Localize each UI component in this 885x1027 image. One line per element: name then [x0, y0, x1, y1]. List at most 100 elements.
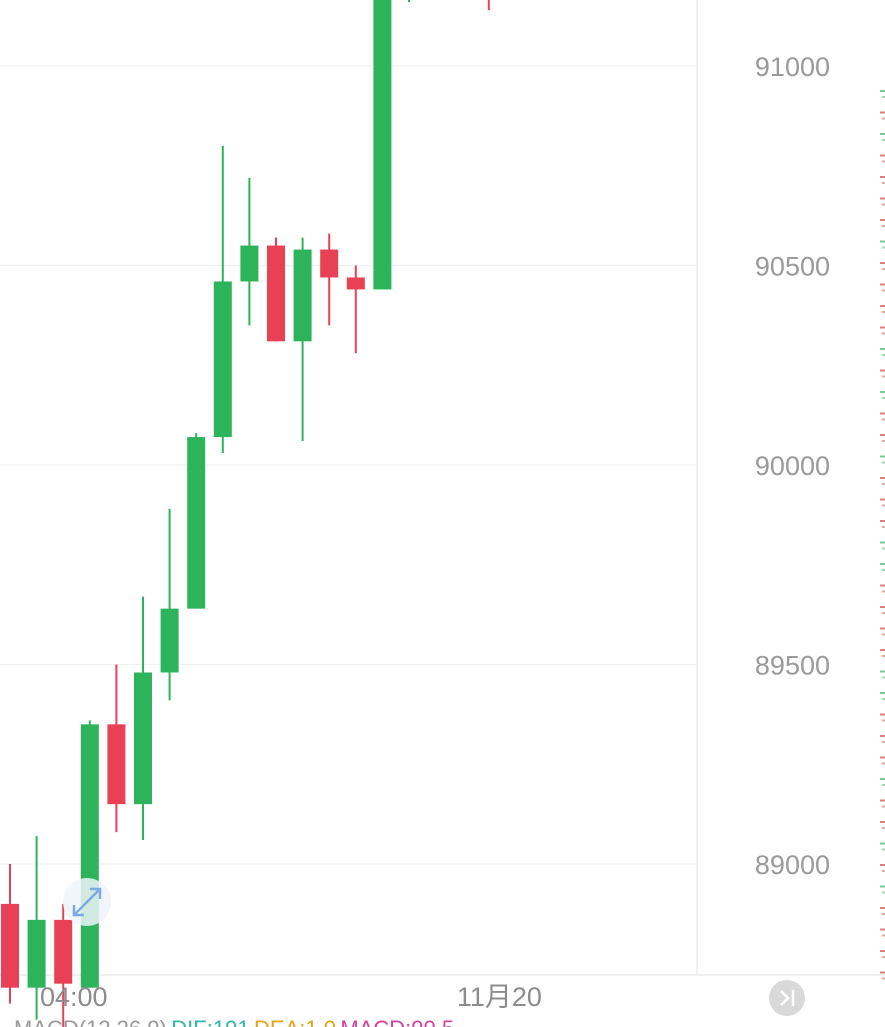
candle-body: [187, 437, 206, 609]
indicator-dea: DEA:1.0: [254, 1016, 336, 1027]
depth-mark: [882, 526, 885, 528]
depth-mark: [880, 219, 885, 221]
depth-mark: [880, 563, 885, 565]
depth-mark: [880, 434, 885, 436]
depth-mark: [882, 719, 885, 722]
indicator-name: MACD(12,26,9): [14, 1016, 167, 1027]
depth-mark: [882, 698, 885, 700]
depth-mark: [882, 934, 885, 937]
depth-mark: [880, 670, 885, 673]
indicator-dif: DIF:191: [171, 1016, 249, 1027]
depth-mark: [880, 735, 885, 737]
depth-mark: [880, 821, 885, 823]
depth-mark: [882, 375, 885, 378]
candle-body: [80, 724, 99, 988]
candle: [107, 664, 126, 833]
depth-mark: [880, 649, 885, 651]
depth-mark: [882, 203, 885, 206]
depth-mark: [880, 606, 885, 608]
min-price-label: 88564.4: [103, 1024, 201, 1027]
candle-body: [346, 277, 365, 290]
depth-mark: [880, 885, 885, 888]
depth-mark: [882, 225, 885, 227]
depth-mark: [882, 590, 885, 593]
indicator-macd: MACD:90.5: [340, 1016, 454, 1027]
depth-mark: [880, 713, 885, 716]
candle: [408, 0, 410, 3]
depth-mark: [882, 117, 885, 120]
depth-mark: [882, 655, 885, 657]
depth-mark: [882, 569, 885, 571]
depth-mark: [882, 397, 885, 399]
candle: [373, 0, 392, 290]
depth-mark: [880, 90, 885, 92]
candle-body: [293, 249, 312, 342]
depth-mark: [880, 111, 885, 114]
candle: [160, 508, 179, 701]
candle-body: [160, 608, 179, 673]
depth-mark: [882, 268, 885, 270]
candle-body: [320, 249, 339, 278]
candles: [1, 0, 490, 1027]
candle: [54, 903, 73, 1027]
depth-mark: [882, 827, 885, 829]
depth-mark: [882, 612, 885, 614]
y-tick-label: 90000: [755, 451, 830, 481]
candle-body: [267, 245, 285, 342]
candle-body: [54, 919, 73, 984]
depth-mark: [882, 870, 885, 872]
depth-mark: [882, 354, 885, 356]
depth-mark: [882, 182, 885, 184]
depth-mark: [880, 197, 885, 200]
depth-mark: [882, 977, 885, 980]
skip-to-latest-icon[interactable]: [769, 980, 805, 1016]
candle-body: [134, 672, 152, 805]
chart-controls[interactable]: [63, 878, 805, 1016]
depth-mark: [882, 332, 885, 335]
depth-mark: [882, 762, 885, 765]
expand-arrows-icon[interactable]: [63, 878, 111, 926]
depth-mark: [880, 154, 885, 157]
depth-mark: [882, 676, 885, 679]
depth-mark: [882, 160, 885, 163]
candle: [346, 265, 365, 354]
depth-mark: [882, 96, 885, 98]
depth-mark: [880, 692, 885, 694]
depth-mark: [882, 483, 885, 485]
depth-mark: [882, 289, 885, 292]
x-tick-label: 11月20: [457, 982, 542, 1012]
depth-mark: [880, 584, 885, 587]
depth-mark: [882, 504, 885, 507]
depth-mark: [882, 139, 885, 141]
depth-mark: [882, 440, 885, 442]
candle: [293, 237, 312, 442]
depth-mark: [882, 246, 885, 249]
y-tick-label: 91000: [755, 52, 830, 82]
depth-mark: [882, 418, 885, 421]
depth-mark: [882, 741, 885, 743]
depth-mark: [880, 928, 885, 931]
candle: [27, 836, 46, 1020]
depth-mark: [880, 778, 885, 780]
depth-mark: [880, 520, 885, 522]
candle-body: [27, 919, 46, 988]
candle-body: [107, 724, 126, 805]
depth-mark: [880, 455, 885, 458]
x-tick-label: 04:00: [40, 982, 108, 1012]
depth-mark: [880, 369, 885, 372]
depth-mark: [882, 633, 885, 636]
depth-mark: [880, 950, 885, 952]
depth-mark: [882, 913, 885, 915]
candle: [134, 596, 152, 841]
candle: [240, 177, 259, 326]
candle: [187, 433, 206, 609]
depth-mark: [880, 133, 885, 135]
depth-mark: [880, 305, 885, 307]
depth-mark: [880, 971, 885, 974]
y-tick-label: 89000: [755, 850, 830, 880]
depth-mark: [882, 784, 885, 786]
candle-body: [1, 903, 19, 988]
